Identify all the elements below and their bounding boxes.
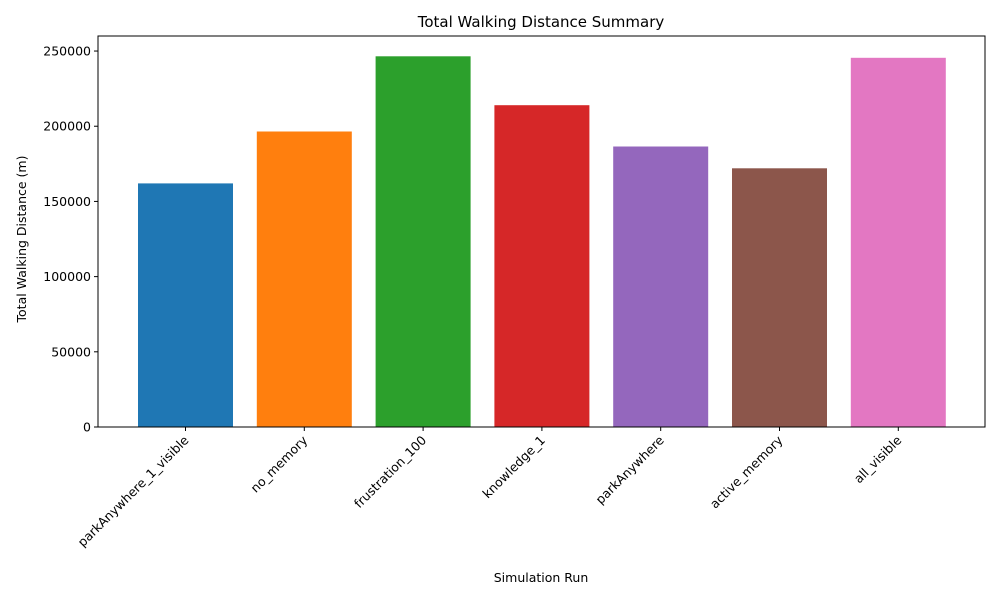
chart-title: Total Walking Distance Summary [417, 13, 665, 31]
bar-no_memory [256, 131, 352, 427]
x-tick-label: active_memory [707, 432, 786, 511]
x-tick-label: all_visible [851, 432, 905, 486]
plot-area [97, 35, 986, 428]
x-axis-label: Simulation Run [494, 570, 589, 585]
y-tick-label: 100000 [43, 269, 91, 284]
y-tick-label: 200000 [43, 119, 91, 134]
bar-active_memory [732, 168, 827, 428]
y-tick-label: 150000 [43, 194, 91, 209]
y-axis-label: Total Walking Distance (m) [14, 156, 29, 324]
bar-parkAnywhere [613, 146, 709, 427]
bar-parkAnywhere_1_visible [138, 183, 233, 427]
x-tick-label: no_memory [247, 432, 310, 495]
x-tick-label: parkAnywhere_1_visible [74, 432, 191, 549]
y-axis: 0 50000 100000 150000 200000 250000 [43, 44, 98, 435]
y-tick-label: 0 [83, 420, 91, 435]
x-axis: parkAnywhere_1_visible no_memory frustrati… [74, 427, 905, 550]
x-tick-label: parkAnywhere [592, 432, 667, 507]
bar-all_visible [850, 57, 946, 428]
x-tick-label: frustration_100 [351, 432, 429, 510]
y-tick-label: 250000 [43, 44, 91, 59]
bar-frustration_100 [375, 56, 471, 428]
y-tick-label: 50000 [51, 344, 91, 359]
bar-knowledge_1 [494, 105, 590, 427]
x-tick-label: knowledge_1 [479, 433, 548, 502]
